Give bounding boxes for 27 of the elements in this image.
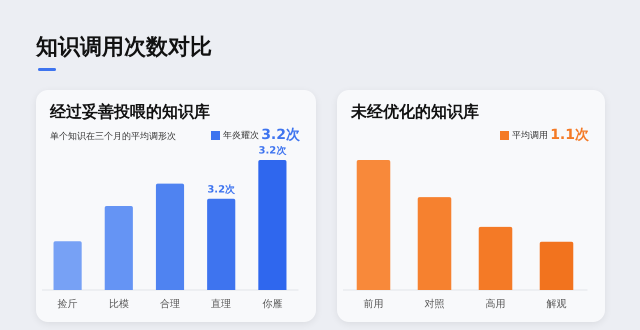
bar xyxy=(54,241,82,290)
chart-subtitle: 单个知识在三个月的平均调形次 xyxy=(50,130,176,143)
bar xyxy=(258,160,286,290)
chart-title: 经过妥善投喂的知识库 xyxy=(50,102,210,123)
bar xyxy=(104,206,133,290)
bar xyxy=(207,198,236,290)
x-tick-label: 高用 xyxy=(486,298,506,310)
bar xyxy=(356,160,390,290)
chart-title: 未经优化的知识库 xyxy=(351,102,479,123)
x-tick-label: 对照 xyxy=(424,298,444,310)
text: 3.2次 xyxy=(261,126,300,144)
text: 1.1次 xyxy=(550,126,589,144)
annotation: 3.2次 xyxy=(207,183,236,196)
x-tick-label: 比模 xyxy=(108,298,129,310)
bar xyxy=(478,226,512,290)
x-tick-label: 直理 xyxy=(211,298,232,310)
x-tick-label: 你雁 xyxy=(262,298,282,310)
x-tick-label: 解观 xyxy=(546,298,566,310)
bar xyxy=(418,197,452,290)
text: 知识调用次数对比 xyxy=(36,34,212,62)
x-tick-label: 前用 xyxy=(364,298,384,310)
x-tick-label: 合理 xyxy=(160,298,180,310)
bar xyxy=(156,184,184,290)
x-tick-label: 捡斤 xyxy=(58,298,78,310)
legend-label: 年炎耀次 xyxy=(223,130,260,142)
bar xyxy=(540,242,574,290)
legend-label: 平均调用 xyxy=(512,130,548,142)
